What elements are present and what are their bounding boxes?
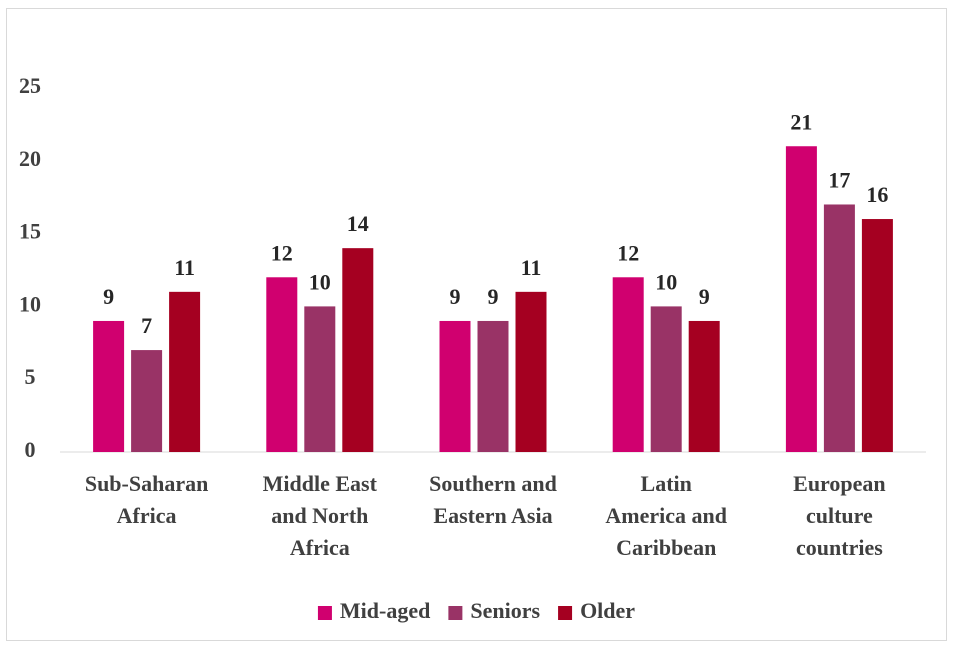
data-label: 7 bbox=[141, 313, 152, 338]
data-label: 14 bbox=[347, 211, 369, 236]
bar bbox=[612, 277, 644, 452]
bar bbox=[439, 320, 471, 452]
legend-swatch bbox=[448, 606, 463, 620]
bar bbox=[93, 320, 125, 452]
x-tick-label: European culture countries bbox=[793, 471, 886, 560]
data-label: 16 bbox=[866, 182, 888, 207]
legend-label: Older bbox=[580, 598, 635, 623]
data-label: 17 bbox=[828, 168, 850, 193]
data-label: 9 bbox=[103, 284, 114, 309]
y-tick-label: 10 bbox=[19, 291, 41, 316]
bar bbox=[861, 219, 893, 452]
data-label: 11 bbox=[174, 255, 195, 280]
y-tick-label: 0 bbox=[25, 437, 36, 462]
data-label: 11 bbox=[521, 255, 542, 280]
y-tick-label: 15 bbox=[19, 219, 41, 244]
bar bbox=[266, 277, 298, 452]
x-tick-label: Latin America and Caribbean bbox=[605, 471, 727, 560]
legend-label: Mid-aged bbox=[340, 598, 430, 623]
bar bbox=[823, 204, 855, 452]
bar bbox=[650, 306, 682, 452]
x-tick-label: Sub-Saharan Africa bbox=[85, 471, 209, 528]
data-label: 10 bbox=[655, 269, 677, 294]
legend-swatch bbox=[558, 606, 573, 620]
data-label: 9 bbox=[699, 284, 710, 309]
bar bbox=[342, 248, 374, 452]
data-label: 21 bbox=[790, 109, 812, 134]
data-label: 12 bbox=[271, 240, 293, 265]
legend-swatch bbox=[317, 606, 332, 620]
legend-label: Seniors bbox=[470, 598, 540, 623]
bar bbox=[785, 146, 817, 453]
data-label: 10 bbox=[309, 269, 331, 294]
bar bbox=[515, 291, 547, 452]
y-tick-label: 25 bbox=[19, 73, 41, 98]
bar bbox=[169, 291, 201, 452]
data-label: 9 bbox=[450, 284, 461, 309]
data-label: 12 bbox=[617, 240, 639, 265]
bar bbox=[131, 350, 163, 452]
bar bbox=[304, 306, 336, 452]
y-tick-label: 5 bbox=[25, 364, 36, 389]
bar bbox=[477, 320, 509, 452]
bar bbox=[688, 320, 720, 452]
y-tick-label: 20 bbox=[19, 146, 41, 171]
x-tick-label: Middle East and North Africa bbox=[263, 471, 378, 560]
data-label: 9 bbox=[488, 284, 499, 309]
x-tick-label: Southern and Eastern Asia bbox=[429, 471, 557, 528]
